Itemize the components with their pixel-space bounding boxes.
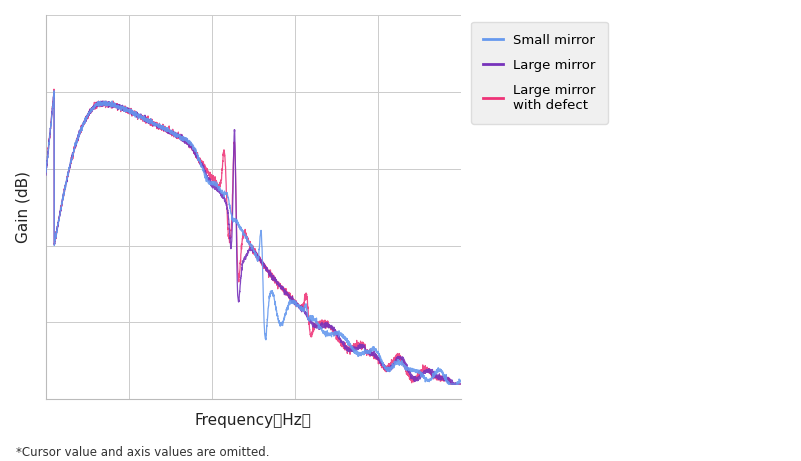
- Legend: Small mirror, Large mirror, Large mirror
with defect: Small mirror, Large mirror, Large mirror…: [471, 22, 608, 124]
- X-axis label: Frequency（Hz）: Frequency（Hz）: [195, 413, 312, 427]
- Y-axis label: Gain (dB): Gain (dB): [15, 171, 30, 243]
- Text: *Cursor value and axis values are omitted.: *Cursor value and axis values are omitte…: [16, 446, 269, 459]
